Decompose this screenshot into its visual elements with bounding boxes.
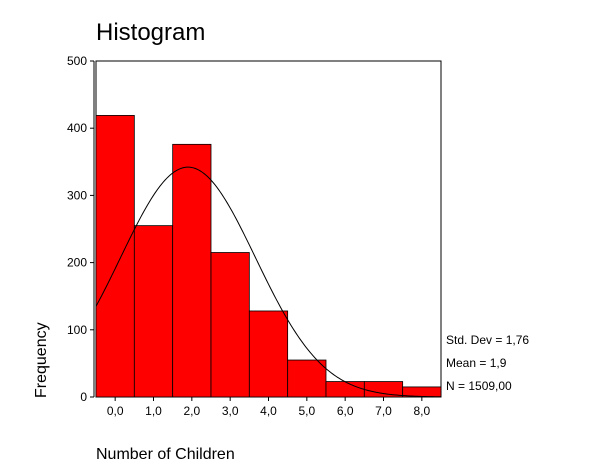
bar-4-0 <box>248 310 289 398</box>
x-tick-label: 6,0 <box>337 404 354 418</box>
x-tick-label: 4,0 <box>260 404 277 418</box>
bar-2-0 <box>172 143 212 398</box>
x-tick-label: 0,0 <box>107 404 124 418</box>
x-tick-label: 2,0 <box>183 404 200 418</box>
y-tick-label: 400 <box>67 121 87 135</box>
normal-curve <box>95 166 442 398</box>
y-tick-label: 0 <box>80 390 87 404</box>
x-ticks-group: 0,0 1,0 2,0 3,0 4,0 5,0 6,0 7,0 8,0 <box>107 397 430 418</box>
stat-std-dev: Std. Dev = 1,76 <box>446 333 529 347</box>
y-axis-label: Frequency <box>33 322 50 398</box>
x-axis-label: Number of Children <box>96 446 235 463</box>
y-tick-label: 200 <box>67 256 87 270</box>
stat-n: N = 1509,00 <box>446 379 512 393</box>
x-tick-label: 8,0 <box>413 404 430 418</box>
stat-mean: Mean = 1,9 <box>446 356 507 370</box>
chart-title: Histogram <box>96 19 205 46</box>
y-ticks-group: 0 100 200 300 400 500 <box>67 54 94 404</box>
bar-3-0 <box>210 252 250 398</box>
x-tick-label: 7,0 <box>375 404 392 418</box>
x-tick-label: 3,0 <box>222 404 239 418</box>
bar-5-0 <box>287 359 327 398</box>
x-tick-label: 1,0 <box>145 404 162 418</box>
x-tick-label: 5,0 <box>298 404 315 418</box>
y-tick-label: 500 <box>67 54 87 68</box>
y-tick-label: 300 <box>67 188 87 202</box>
bar-6-0 <box>325 381 365 398</box>
y-tick-label: 100 <box>67 323 87 337</box>
bar-1-0 <box>133 225 174 398</box>
bar-0-0 <box>95 115 135 398</box>
bars-group <box>95 115 442 398</box>
